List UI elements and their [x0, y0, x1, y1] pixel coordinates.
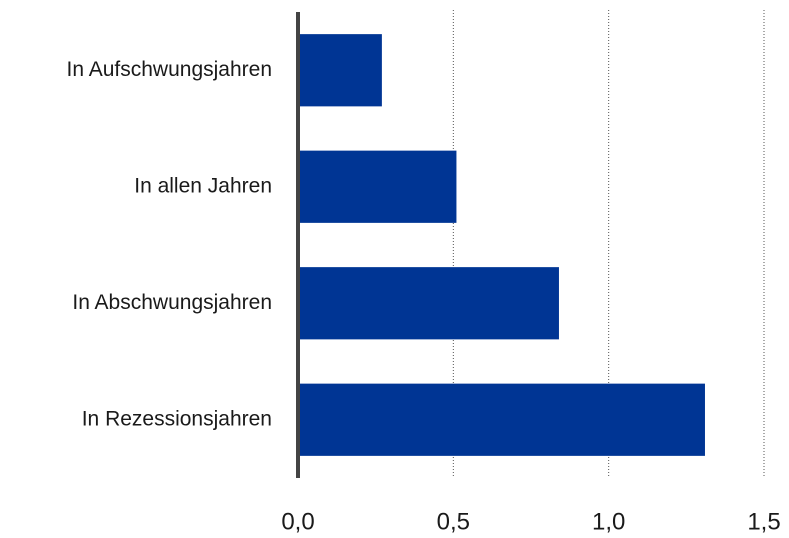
bar — [298, 34, 382, 107]
bar — [298, 383, 705, 456]
x-tick-label: 0,5 — [437, 508, 470, 535]
y-tick-label: In Aufschwungsjahren — [67, 58, 272, 81]
y-tick-label: In allen Jahren — [134, 174, 272, 197]
bar — [298, 150, 457, 223]
bar — [298, 267, 559, 340]
y-tick-label: In Rezessionsjahren — [82, 407, 272, 430]
x-tick-label: 1,0 — [592, 508, 625, 535]
x-tick-label: 1,5 — [747, 508, 780, 535]
x-tick-label: 0,0 — [281, 508, 314, 535]
y-tick-label: In Abschwungsjahren — [72, 291, 272, 314]
